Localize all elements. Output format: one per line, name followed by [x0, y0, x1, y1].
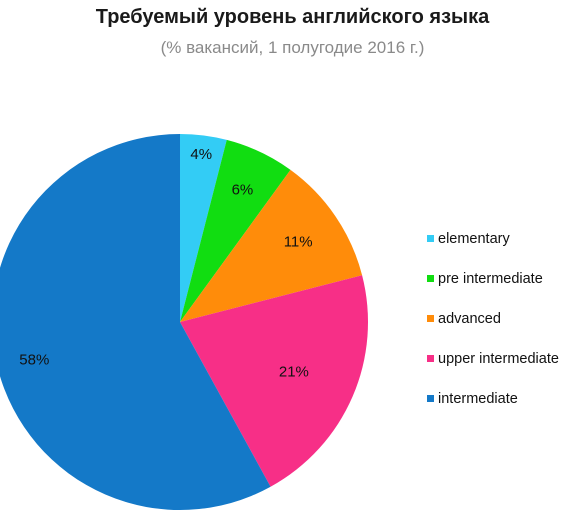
legend-label: upper intermediate — [438, 351, 559, 367]
pie-slice-label-pre-intermediate: 6% — [232, 181, 254, 198]
pie-slice-pre-intermediate — [180, 139, 291, 322]
legend-swatch — [427, 235, 434, 242]
legend-label: intermediate — [438, 391, 518, 407]
pie-slice-label-intermediate: 58% — [19, 351, 49, 368]
pie-slice-elementary — [180, 134, 227, 322]
legend-swatch — [427, 355, 434, 362]
pie-slice-label-elementary: 4% — [190, 146, 212, 163]
legend-label: elementary — [438, 231, 510, 247]
chart-title: Требуемый уровень английского языка — [95, 6, 490, 28]
legend-swatch — [427, 395, 434, 402]
chart-subtitle: (% вакансий, 1 полугодие 2016 г.) — [160, 38, 425, 57]
pie-slice-upper-intermediate — [180, 275, 368, 487]
pie-slice-advanced — [180, 169, 363, 322]
legend-swatch — [427, 315, 434, 322]
legend-swatch — [427, 275, 434, 282]
legend-label: advanced — [438, 311, 501, 327]
pie-slice-intermediate — [0, 134, 271, 510]
pie-slice-label-advanced: 11% — [284, 234, 313, 251]
pie-slice-label-upper-intermediate: 21% — [279, 363, 309, 380]
legend-label: pre intermediate — [438, 271, 543, 287]
